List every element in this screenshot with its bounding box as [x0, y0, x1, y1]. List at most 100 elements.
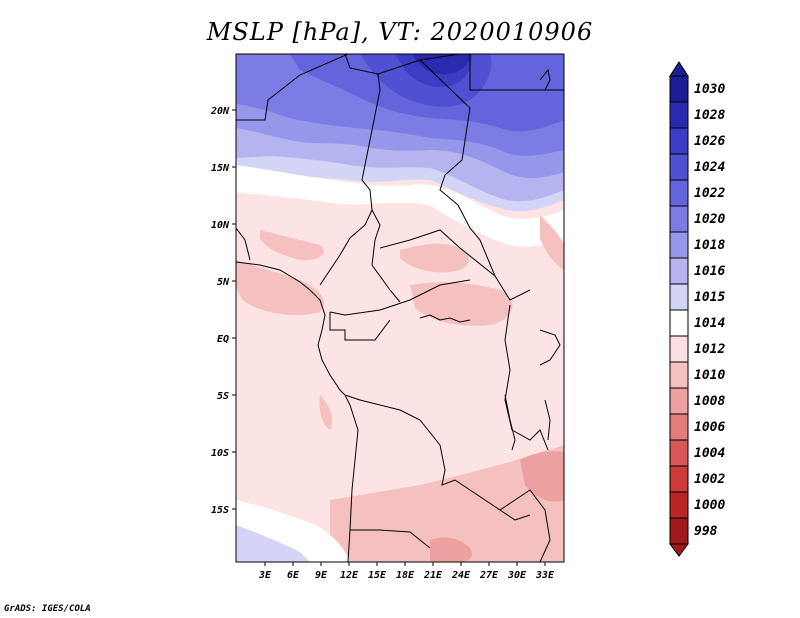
lon-label-9e: 9E	[315, 570, 328, 581]
lat-label-eq: EQ	[217, 334, 229, 345]
colorbar-label-1030: 1030	[694, 82, 725, 97]
lon-label-12e: 12E	[340, 570, 359, 581]
colorbar-box-1022	[669, 179, 689, 207]
boundary-angola-zambia	[439, 444, 531, 521]
lon-label-15e: 15E	[368, 570, 387, 581]
colorbar-label-1012: 1012	[694, 342, 725, 357]
boundary-angola-coast	[347, 404, 359, 562]
colorbar-box-1000	[669, 491, 689, 519]
lon-label-18e: 18E	[396, 570, 415, 581]
colorbar-box-1018	[669, 231, 689, 259]
pressure-field	[236, 54, 564, 562]
field-1015-sw	[236, 525, 310, 562]
colorbar-box-1020	[669, 205, 689, 233]
colorbar-box-1028	[669, 101, 689, 129]
coastline-west	[236, 261, 351, 406]
field-1010-car	[400, 243, 469, 273]
colorbar-label-1000: 1000	[694, 498, 725, 513]
colorbar-label-1024: 1024	[694, 160, 725, 175]
field-1008-east	[520, 451, 564, 502]
colorbar-box-1004	[669, 439, 689, 467]
lat-label-10s: 10S	[211, 448, 229, 459]
field-1010-south	[330, 445, 564, 562]
boundary-niger-west	[236, 54, 349, 121]
lake-tanganyika	[504, 394, 516, 451]
nile-delta	[539, 68, 551, 91]
boundary-tanzania	[511, 429, 549, 451]
colorbar-box-1015	[669, 283, 689, 311]
colorbar-label-1016: 1016	[694, 264, 725, 279]
field-1014	[236, 165, 564, 247]
map-frame	[235, 53, 565, 563]
boundary-great-lakes	[504, 304, 513, 431]
colorbar-box-1024	[669, 153, 689, 181]
boundary-car-sudan	[379, 229, 531, 301]
colorbar-label-1022: 1022	[694, 186, 725, 201]
lat-label-5s: 5S	[217, 391, 229, 402]
field-1010-west	[236, 260, 324, 316]
boundary-namibia	[350, 529, 431, 549]
colorbar-bottom-arrow	[669, 543, 689, 557]
lon-label-21e: 21E	[423, 570, 443, 581]
field-1010-coast	[319, 395, 332, 430]
boundary-drc-angola	[344, 394, 441, 446]
lat-label-15n: 15N	[211, 163, 230, 174]
country-boundaries	[236, 54, 564, 562]
colorbar-box-1006	[669, 413, 689, 441]
colorbar-box-1030	[669, 75, 689, 103]
lon-label-3e: 3E	[258, 570, 272, 581]
lon-axis: 3E 6E 9E 12E 15E 18E 21E 24E 27E 30E 33E	[258, 562, 555, 581]
colorbar-top-arrow	[669, 61, 689, 77]
field-1008-south	[430, 537, 472, 562]
colorbar-box-1014	[669, 309, 689, 337]
lat-label-15s: 15S	[211, 505, 229, 516]
colorbar-box-1016	[669, 257, 689, 285]
colorbar-label-1004: 1004	[694, 446, 725, 461]
lon-label-24e: 24E	[451, 570, 471, 581]
map-title: MSLP [hPa], VT: 2020010906	[206, 18, 594, 46]
lon-label-33e: 33E	[535, 570, 555, 581]
colorbar-box-1008	[669, 387, 689, 415]
colorbar-label-998: 998	[694, 524, 718, 539]
colorbar-label-1015: 1015	[694, 290, 725, 305]
colorbar-box-1010	[669, 361, 689, 389]
boundary-egypt-sudan	[469, 54, 564, 91]
lat-axis: 20N 15N 10N 5N EQ 5S 10S 15S	[210, 106, 236, 516]
lat-label-5n: 5N	[217, 277, 230, 288]
colorbar-box-998	[669, 517, 689, 545]
boundary-chad-car	[371, 209, 401, 303]
lon-label-6e: 6E	[287, 570, 300, 581]
boundary-gabon	[329, 312, 391, 341]
colorbar-label-1026: 1026	[694, 134, 725, 149]
lat-label-20n: 20N	[210, 106, 230, 117]
colorbar-label-1018: 1018	[694, 238, 725, 253]
lake-1	[419, 314, 471, 323]
lake-malawi	[544, 399, 551, 441]
boundary-mozambique	[499, 489, 551, 562]
lat-label-10n: 10N	[211, 220, 230, 231]
colorbar-label-1028: 1028	[694, 108, 725, 123]
boundary-cameroon-congo	[329, 279, 471, 316]
grads-credit: GrADS: IGES/COLA	[4, 604, 91, 614]
colorbar: 1030 1028 1026 1024 1022 1020 1018 1016 …	[669, 61, 725, 557]
colorbar-box-1012	[669, 335, 689, 363]
lon-label-27e: 27E	[479, 570, 499, 581]
colorbar-label-1008: 1008	[694, 394, 725, 409]
colorbar-label-1002: 1002	[694, 472, 725, 487]
field-1010-cameroon	[260, 230, 324, 261]
boundary-benin	[236, 227, 251, 261]
colorbar-label-1006: 1006	[694, 420, 725, 435]
field-1010-east	[540, 215, 564, 270]
boundary-niger-chad	[344, 54, 381, 211]
colorbar-label-1010: 1010	[694, 368, 725, 383]
field-1010-congo	[410, 282, 513, 326]
colorbar-label-1020: 1020	[694, 212, 725, 227]
boundary-kenya	[539, 329, 561, 366]
lon-label-30e: 30E	[507, 570, 527, 581]
boundary-nigeria-cameroon	[319, 209, 373, 286]
boundary-chad-sudan	[419, 59, 496, 277]
colorbar-label-1014: 1014	[694, 316, 725, 331]
colorbar-box-1002	[669, 465, 689, 493]
colorbar-box-1026	[669, 127, 689, 155]
